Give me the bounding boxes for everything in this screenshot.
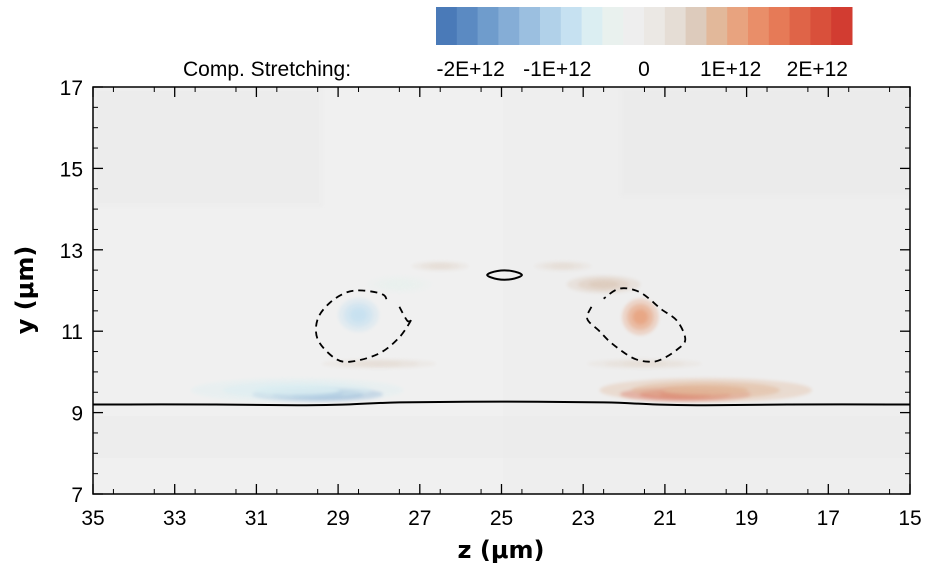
x-axis: 35 33 31 29 27 25 23 21 19 17 15 xyxy=(81,87,922,530)
feature-11 xyxy=(587,358,702,369)
contour-solid-interface xyxy=(93,400,910,407)
contour-dashed-right xyxy=(586,287,687,363)
y-tick-label-1: 9 xyxy=(71,403,83,426)
stretching-features xyxy=(191,261,812,403)
feature-4-layer-2 xyxy=(350,308,367,322)
colorbar-swatch-9 xyxy=(623,7,645,45)
feature-6-layer-2 xyxy=(633,309,648,325)
y-tick-label-4: 15 xyxy=(60,158,83,181)
colorbar-swatch-3 xyxy=(498,7,520,45)
feature-7 xyxy=(566,275,641,294)
x-tick-label-2: 31 xyxy=(245,507,268,530)
colorbar-swatch-6 xyxy=(560,7,583,45)
y-axis: 7 9 11 13 15 17 xyxy=(60,77,910,507)
x-tick-label-9: 17 xyxy=(817,507,840,530)
feature-8-layer-2 xyxy=(428,264,452,269)
shade-low-band xyxy=(93,416,910,458)
plot-area: 35 33 31 29 27 25 23 21 19 17 15 7 9 11 13 15 17 xyxy=(60,77,922,530)
colorbar-swatch-1 xyxy=(456,7,479,45)
feature-5-layer-2 xyxy=(386,280,413,288)
feature-7-layer-2 xyxy=(588,280,619,288)
colorbar-swatch-15 xyxy=(748,7,770,45)
colorbar-tick-label-0: -2E+12 xyxy=(437,58,505,81)
feature-4 xyxy=(338,297,379,333)
x-tick-label-10: 15 xyxy=(898,507,921,530)
feature-5 xyxy=(366,275,433,294)
x-tick-label-3: 29 xyxy=(326,507,349,530)
colorbar-tick-labels: -2E+12 -1E+12 0 1E+12 2E+12 xyxy=(437,58,848,81)
colorbar-tick-label-2: 0 xyxy=(638,58,650,81)
colorbar-tick-label-1: -1E+12 xyxy=(523,58,591,81)
colorbar-swatch-17 xyxy=(789,7,811,45)
colorbar-swatch-11 xyxy=(664,7,687,45)
colorbar-swatch-5 xyxy=(540,7,562,45)
x-tick-label-7: 21 xyxy=(653,507,676,530)
contour-lines xyxy=(93,269,910,407)
colorbar-swatch-12 xyxy=(685,7,707,45)
feature-3-layer-2 xyxy=(663,385,749,396)
field-shading xyxy=(93,87,910,494)
y-tick-label-3: 13 xyxy=(60,240,83,263)
y-axis-title: y (μm) xyxy=(11,246,39,335)
colorbar-swatch-19 xyxy=(831,7,853,45)
shade-upper-left xyxy=(93,87,323,207)
y-tick-label-0: 7 xyxy=(71,484,83,507)
colorbar-swatch-8 xyxy=(602,7,624,45)
colorbar-swatch-16 xyxy=(768,7,791,45)
feature-8 xyxy=(411,261,469,271)
x-tick-label-8: 19 xyxy=(735,507,758,530)
colorbar-swatch-13 xyxy=(706,7,728,45)
feature-6 xyxy=(622,298,659,336)
feature-1-layer-2 xyxy=(254,385,340,396)
feature-9 xyxy=(534,261,592,271)
colorbar-tick-label-3: 1E+12 xyxy=(700,58,761,81)
x-tick-label-6: 23 xyxy=(572,507,595,530)
colorbar-swatch-2 xyxy=(477,7,499,45)
colorbar-swatch-10 xyxy=(644,7,666,45)
x-tick-label-1: 33 xyxy=(163,507,186,530)
feature-10-layer-2 xyxy=(356,361,402,366)
colorbar-swatch-4 xyxy=(519,7,541,45)
x-tick-label-4: 27 xyxy=(408,507,431,530)
y-tick-label-5: 17 xyxy=(60,77,83,100)
feature-11-layer-2 xyxy=(621,361,668,366)
feature-1 xyxy=(191,378,404,403)
y-tick-label-2: 11 xyxy=(61,321,83,344)
colorbar-swatch-18 xyxy=(810,7,832,45)
colorbar xyxy=(436,7,853,45)
shade-upper-right xyxy=(620,87,910,197)
contour-dashed-left xyxy=(315,289,413,363)
contour-solid-loop xyxy=(486,269,523,281)
colorbar-title: Comp. Stretching: xyxy=(183,58,351,81)
feature-3 xyxy=(599,378,812,403)
colorbar-tick-label-4: 2E+12 xyxy=(787,58,848,81)
colorbar-swatch-14 xyxy=(727,7,749,45)
x-axis-title: z (μm) xyxy=(458,536,545,564)
x-tick-label-0: 35 xyxy=(81,507,104,530)
x-tick-label-5: 25 xyxy=(490,507,513,530)
feature-9-layer-2 xyxy=(551,264,575,269)
colorbar-swatch-7 xyxy=(581,7,603,45)
colorbar-swatch-0 xyxy=(436,7,458,45)
